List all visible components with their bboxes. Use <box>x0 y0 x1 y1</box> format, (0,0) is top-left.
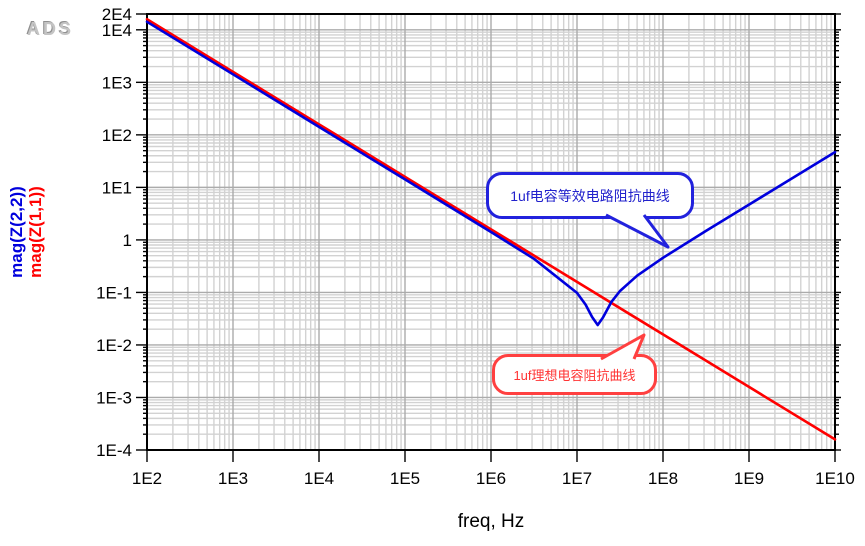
svg-text:1E-2: 1E-2 <box>96 336 132 355</box>
svg-text:1E4: 1E4 <box>102 21 132 40</box>
callout-ideal-capacitor[interactable]: 1uf理想电容阻抗曲线 <box>492 354 657 395</box>
svg-text:1E8: 1E8 <box>648 469 678 488</box>
callout-equivalent-circuit[interactable]: 1uf电容等效电路阻抗曲线 <box>486 172 694 219</box>
svg-text:1E4: 1E4 <box>304 469 334 488</box>
svg-text:1: 1 <box>123 231 132 250</box>
svg-text:1E6: 1E6 <box>476 469 506 488</box>
svg-text:1E2: 1E2 <box>132 469 162 488</box>
svg-text:1E3: 1E3 <box>102 73 132 92</box>
svg-text:1E-3: 1E-3 <box>96 388 132 407</box>
callout-ideal-capacitor-label: 1uf理想电容阻抗曲线 <box>513 368 636 383</box>
svg-text:1E3: 1E3 <box>218 469 248 488</box>
y-axis-title-magZ22: mag(Z(2,2)) <box>7 186 26 278</box>
x-axis-title: freq, Hz <box>457 511 525 532</box>
svg-text:1E1: 1E1 <box>102 178 132 197</box>
svg-text:1E7: 1E7 <box>562 469 592 488</box>
svg-text:1E2: 1E2 <box>102 126 132 145</box>
svg-text:1E5: 1E5 <box>390 469 420 488</box>
svg-text:1E-1: 1E-1 <box>96 283 132 302</box>
svg-text:1E9: 1E9 <box>734 469 764 488</box>
y-axis-title-magZ11: mag(Z(1,1)) <box>26 186 45 278</box>
svg-text:1E10: 1E10 <box>815 469 855 488</box>
svg-text:2E4: 2E4 <box>102 5 132 24</box>
ads-logo: ADS <box>27 19 75 39</box>
callout-equivalent-circuit-label: 1uf电容等效电路阻抗曲线 <box>510 187 670 204</box>
svg-text:1E-4: 1E-4 <box>96 441 132 460</box>
